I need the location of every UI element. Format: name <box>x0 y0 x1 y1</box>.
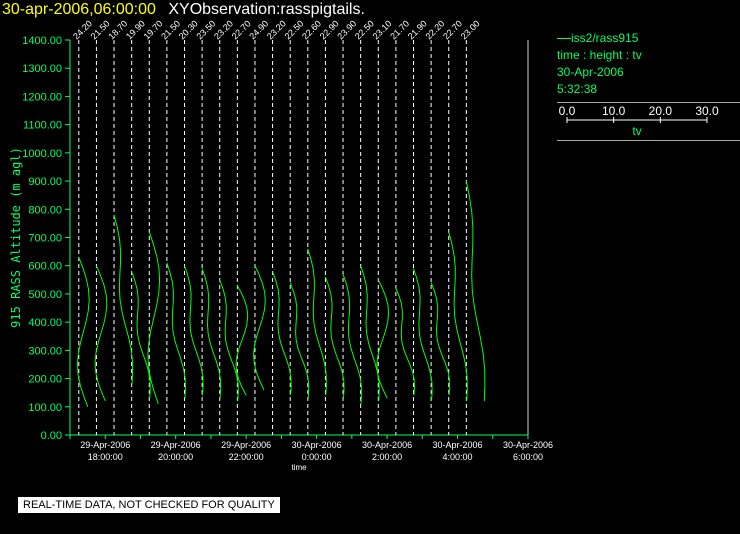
x-tick-date: 30-Apr-2006 <box>433 440 483 450</box>
profile-trace <box>131 271 151 399</box>
y-axis-label: 915 RASS Altitude (m agl) <box>9 147 23 328</box>
profile-label: 20.30 <box>177 18 200 41</box>
profile-label: 22.20 <box>423 18 446 41</box>
profile-label: 23.20 <box>212 18 235 41</box>
profile-trace <box>360 265 380 402</box>
quality-disclaimer: REAL-TIME DATA, NOT CHECKED FOR QUALITY <box>18 497 280 513</box>
profile-trace <box>113 214 134 385</box>
x-tick-time: 20:00:00 <box>158 452 193 462</box>
y-tick-label: 100.00 <box>28 402 62 414</box>
x-axis-label: time <box>291 463 307 472</box>
x-tick-time: 22:00:00 <box>229 452 264 462</box>
profile-label: 23.90 <box>335 18 358 41</box>
y-tick-label: 200.00 <box>28 374 62 386</box>
profile-label: 21.50 <box>89 18 112 41</box>
legend-swatch <box>557 38 571 40</box>
x-tick-date: 29-Apr-2006 <box>221 440 271 450</box>
profile-trace <box>395 288 416 396</box>
profile-label: 23.50 <box>194 18 217 41</box>
profile-label: 24.90 <box>247 18 270 41</box>
profile-trace <box>201 268 222 399</box>
x-tick-date: 29-Apr-2006 <box>80 440 130 450</box>
profile-label: 22.70 <box>441 18 464 41</box>
profile-label: 22.70 <box>230 18 253 41</box>
legend-date: 30-Apr-2006 <box>557 65 624 79</box>
profile-trace <box>235 285 249 396</box>
profile-trace <box>184 265 204 396</box>
profile-label: 21.50 <box>159 18 182 41</box>
chart-title: 30-apr-2006,06:00:00 XYObservation:rassp… <box>2 1 365 19</box>
x-tick-time: 2:00:00 <box>372 452 402 462</box>
y-tick-label: 0.00 <box>41 430 62 442</box>
profile-label: 23.00 <box>459 18 482 41</box>
profile-trace <box>324 276 345 399</box>
x-tick-time: 4:00:00 <box>443 452 473 462</box>
legend-divider <box>557 140 740 141</box>
profile-trace <box>166 262 187 399</box>
profile-label: 21.90 <box>406 18 429 41</box>
y-tick-label: 800.00 <box>28 204 62 216</box>
profile-trace <box>147 231 161 405</box>
title-timestamp: 30-apr-2006,06:00:00 <box>2 1 156 18</box>
legend-series: iss2/rass915 <box>557 30 740 47</box>
profile-trace <box>448 231 468 402</box>
profile-trace <box>465 181 486 402</box>
legend-time: 5:32:38 <box>557 82 598 96</box>
y-tick-label: 700.00 <box>28 233 62 245</box>
profile-trace <box>307 248 327 396</box>
y-tick-label: 600.00 <box>28 261 62 273</box>
profile-trace <box>430 282 451 396</box>
profile-label: 21.70 <box>388 18 411 41</box>
y-tick-label: 1000.00 <box>22 148 62 160</box>
x-tick-time: 6:00:00 <box>513 452 543 462</box>
profile-trace <box>76 257 90 407</box>
profile-trace <box>272 271 292 396</box>
profile-trace <box>219 279 239 402</box>
y-tick-label: 300.00 <box>28 345 62 357</box>
y-tick-label: 1400.00 <box>22 35 62 47</box>
y-tick-label: 1100.00 <box>23 120 62 132</box>
y-tick-label: 1200.00 <box>22 91 62 103</box>
profile-label: 23.20 <box>265 18 288 41</box>
profile-trace <box>342 274 363 405</box>
scale-tick-label: 0.0 <box>559 104 576 118</box>
profile-label: 18.70 <box>106 18 129 41</box>
legend-divider <box>557 102 740 103</box>
x-tick-date: 30-Apr-2006 <box>503 440 553 450</box>
scale-tick-label: 10.0 <box>602 104 626 118</box>
x-tick-time: 0:00:00 <box>302 452 332 462</box>
profile-trace <box>413 268 433 402</box>
profile-trace <box>289 282 310 399</box>
x-tick-date: 30-Apr-2006 <box>362 440 412 450</box>
profile-label: 22.90 <box>318 18 341 41</box>
legend-subtitle: time : height : tv <box>557 48 642 62</box>
profile-label: 22.50 <box>283 18 306 41</box>
profile-label: 23.10 <box>371 18 394 41</box>
legend: iss2/rass915 time : height : tv 30-Apr-2… <box>557 30 740 141</box>
scale-tick-label: 30.0 <box>695 104 719 118</box>
y-tick-label: 400.00 <box>28 317 62 329</box>
y-tick-label: 500.00 <box>28 289 62 301</box>
x-tick-date: 29-Apr-2006 <box>151 440 201 450</box>
scale-label: tv <box>632 124 641 138</box>
y-tick-label: 1300.00 <box>22 63 62 75</box>
profile-trace <box>94 265 108 402</box>
profile-label: 19.90 <box>124 18 147 41</box>
title-observation: XYObservation:rasspigtails. <box>168 1 365 18</box>
profile-label: 24.20 <box>71 18 94 41</box>
scale-tick-label: 20.0 <box>649 104 673 118</box>
legend-scale: 0.0 10.0 20.0 30.0 tv <box>559 104 719 138</box>
profile-label: 19.70 <box>142 18 165 41</box>
legend-series-name: iss2/rass915 <box>571 31 639 45</box>
profile-label: 22.60 <box>300 18 323 41</box>
y-tick-label: 900.00 <box>28 176 62 188</box>
profile-label: 22.50 <box>353 18 376 41</box>
x-tick-time: 18:00:00 <box>88 452 123 462</box>
profile-trace <box>376 279 390 399</box>
profile-trace <box>253 265 266 391</box>
x-tick-date: 30-Apr-2006 <box>292 440 342 450</box>
